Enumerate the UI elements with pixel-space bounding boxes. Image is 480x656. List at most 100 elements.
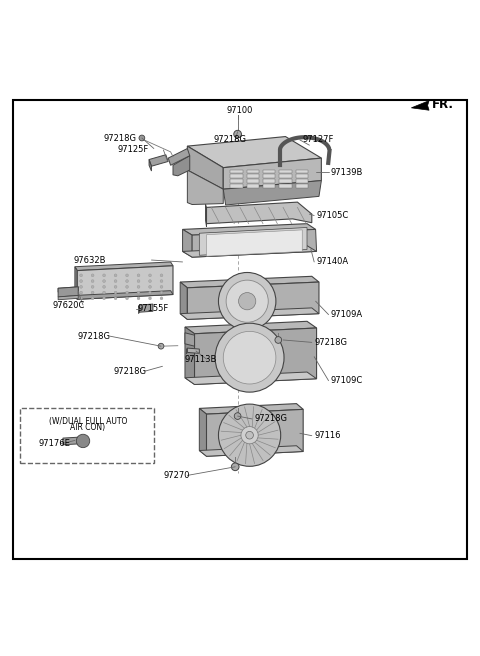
Polygon shape [194, 328, 317, 384]
Bar [263, 179, 276, 183]
Bar [263, 184, 276, 188]
Polygon shape [199, 445, 303, 457]
Bar [296, 184, 308, 188]
Polygon shape [192, 230, 317, 257]
Circle shape [114, 274, 117, 277]
Polygon shape [140, 304, 153, 312]
Circle shape [137, 279, 140, 283]
Circle shape [160, 274, 163, 277]
Polygon shape [187, 146, 223, 189]
Polygon shape [58, 287, 78, 292]
Bar [230, 174, 243, 178]
Bar [247, 179, 259, 183]
Polygon shape [149, 155, 168, 166]
Text: 97127F: 97127F [302, 135, 334, 144]
Circle shape [239, 293, 256, 310]
Polygon shape [58, 295, 78, 300]
Text: 97116: 97116 [314, 431, 341, 440]
Polygon shape [185, 333, 194, 346]
Circle shape [114, 279, 117, 283]
Polygon shape [187, 348, 199, 354]
Circle shape [158, 343, 164, 349]
Text: 97139B: 97139B [331, 168, 363, 177]
Circle shape [149, 279, 152, 283]
Bar [296, 174, 308, 178]
Polygon shape [187, 136, 322, 168]
Text: 97109C: 97109C [331, 376, 363, 385]
Circle shape [246, 432, 253, 439]
Circle shape [137, 274, 140, 277]
Bar [247, 184, 259, 188]
Circle shape [126, 285, 129, 288]
Text: FR.: FR. [432, 98, 454, 112]
Polygon shape [187, 282, 319, 319]
Circle shape [103, 285, 106, 288]
Bar [230, 184, 243, 188]
Circle shape [126, 279, 129, 283]
Circle shape [160, 279, 163, 283]
Circle shape [103, 297, 106, 300]
Circle shape [80, 285, 83, 288]
Text: AIR CON): AIR CON) [70, 423, 106, 432]
Polygon shape [185, 327, 194, 384]
Polygon shape [75, 267, 77, 299]
Bar [230, 179, 243, 183]
Circle shape [137, 297, 140, 300]
Text: 97218G: 97218G [314, 338, 347, 347]
Circle shape [126, 291, 129, 294]
Text: 97125F: 97125F [118, 146, 149, 154]
Circle shape [76, 434, 90, 447]
Text: 97218G: 97218G [78, 332, 111, 340]
Text: 97218G: 97218G [254, 415, 288, 423]
Circle shape [91, 285, 94, 288]
Bar [279, 179, 292, 183]
Bar [296, 179, 308, 183]
Text: 97105C: 97105C [317, 211, 349, 220]
Circle shape [223, 331, 276, 384]
Circle shape [215, 323, 284, 392]
Circle shape [231, 463, 239, 470]
Circle shape [80, 291, 83, 294]
Circle shape [218, 404, 281, 466]
Circle shape [114, 291, 117, 294]
Bar [263, 174, 276, 178]
Text: 97218G: 97218G [114, 367, 147, 376]
Text: 97109A: 97109A [331, 310, 363, 319]
Text: (W/DUAL FULL AUTO: (W/DUAL FULL AUTO [48, 417, 127, 426]
Polygon shape [180, 308, 319, 319]
Circle shape [149, 297, 152, 300]
Polygon shape [206, 202, 312, 224]
Circle shape [91, 291, 94, 294]
Polygon shape [206, 409, 303, 457]
Bar [247, 170, 259, 173]
Circle shape [126, 297, 129, 300]
Circle shape [80, 297, 83, 300]
Circle shape [80, 279, 83, 283]
Polygon shape [185, 372, 317, 384]
Polygon shape [139, 305, 140, 314]
Circle shape [160, 285, 163, 288]
Text: 97632B: 97632B [73, 256, 106, 264]
Bar [230, 170, 243, 173]
Polygon shape [187, 170, 223, 205]
Circle shape [91, 279, 94, 283]
Polygon shape [180, 276, 319, 288]
Circle shape [160, 291, 163, 294]
Bar [296, 170, 308, 173]
Bar [279, 170, 292, 173]
Polygon shape [63, 437, 80, 445]
Text: 97113B: 97113B [185, 355, 217, 363]
Circle shape [149, 274, 152, 277]
Circle shape [137, 291, 140, 294]
Polygon shape [186, 348, 187, 354]
Polygon shape [185, 321, 317, 334]
Text: 97176E: 97176E [39, 440, 71, 448]
Polygon shape [75, 291, 173, 299]
Circle shape [234, 413, 241, 419]
Polygon shape [205, 205, 206, 226]
Circle shape [103, 291, 106, 294]
Polygon shape [75, 262, 173, 270]
Circle shape [218, 272, 276, 330]
Text: 97218G: 97218G [214, 135, 247, 144]
Polygon shape [199, 409, 206, 457]
